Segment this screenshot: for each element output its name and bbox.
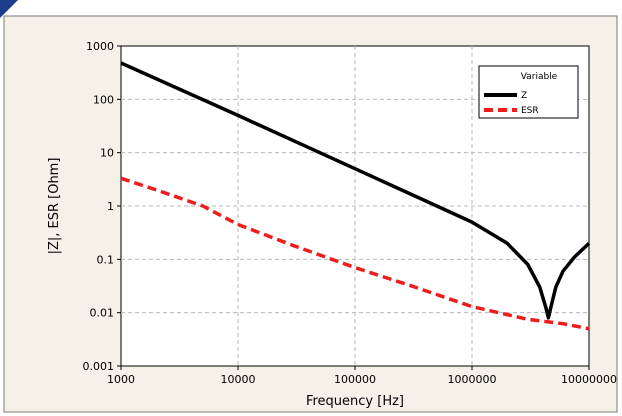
legend-label-esr: ESR — [521, 106, 539, 116]
x-tick-label: 100000 — [334, 373, 376, 386]
axis-ticks: 1000 10000 100000 1000000 10000000 0.001 0.01 0… — [83, 40, 618, 386]
x-tick-label: 10000000 — [561, 373, 617, 386]
y-tick-label: 0.1 — [97, 253, 115, 266]
series-layer — [120, 61, 591, 331]
y-tick-label: 0.01 — [90, 307, 115, 320]
y-tick-label: 1 — [107, 200, 114, 213]
legend: Variable Z ESR — [478, 65, 579, 119]
x-axis-title: Frequency [Hz] — [306, 394, 404, 409]
y-tick-label: 10 — [100, 147, 114, 160]
legend-box — [478, 65, 579, 119]
x-tick-label: 10000 — [221, 373, 256, 386]
y-tick-label: 100 — [93, 93, 114, 106]
legend-label-z: Z — [521, 91, 527, 101]
series-line-z — [120, 61, 591, 320]
legend-title: Variable — [521, 72, 558, 82]
x-tick-label: 1000 — [107, 373, 135, 386]
corner-accent — [0, 0, 18, 18]
y-tick-label: 0.001 — [83, 360, 115, 373]
y-tick-label: 1000 — [86, 40, 114, 53]
x-tick-label: 1000000 — [448, 373, 497, 386]
y-axis-title: |Z|, ESR [Ohm] — [47, 158, 62, 255]
